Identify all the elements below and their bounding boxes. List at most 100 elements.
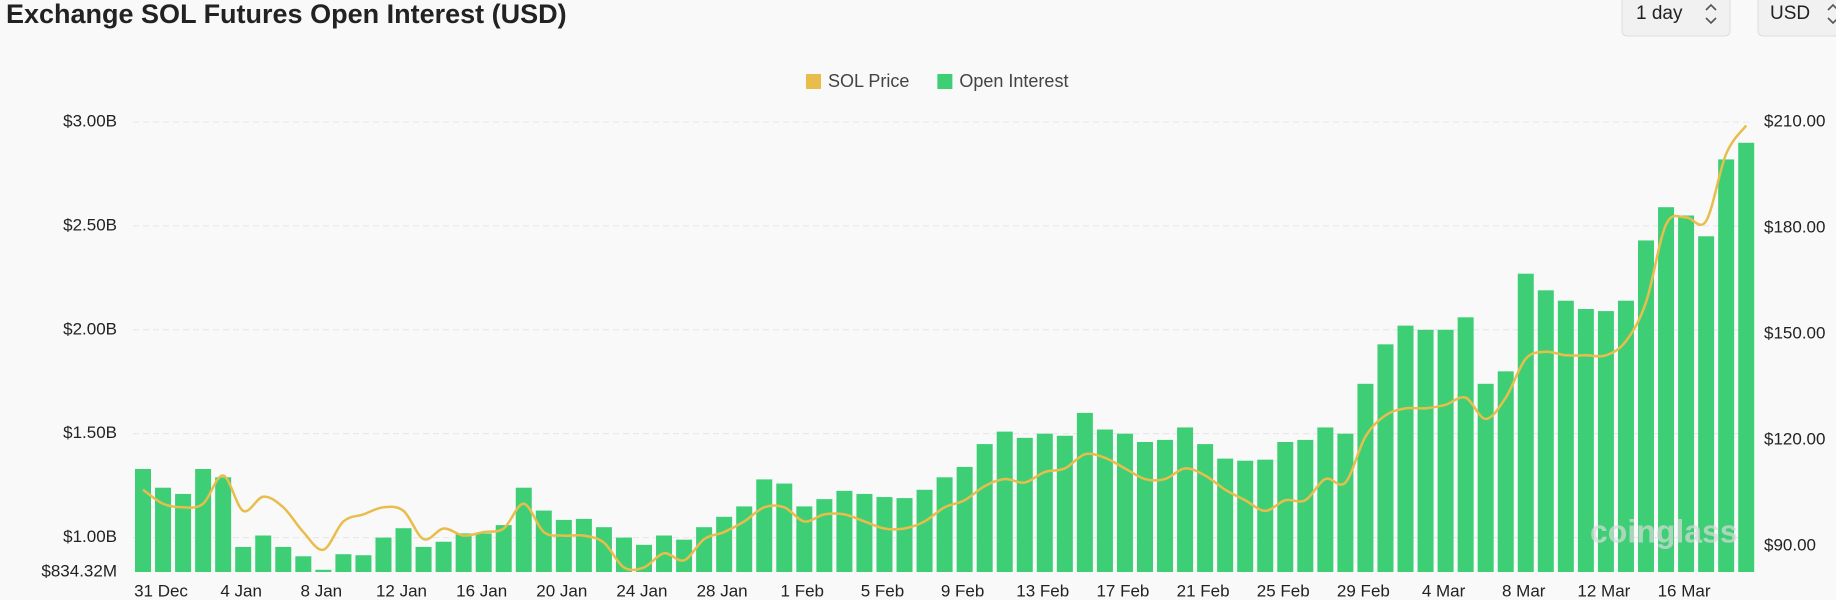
currency-label[interactable]: USD [1770,3,1810,24]
bar [1678,215,1695,572]
x-tick-label: 20 Jan [536,581,587,600]
bar [1537,290,1554,572]
bar [1217,458,1234,572]
x-tick-label: 12 Jan [376,581,427,600]
bar [796,506,813,572]
y-tick-label: $1.50B [63,423,117,442]
bar [1557,300,1574,572]
bar [1658,207,1675,573]
bar [235,546,252,572]
bar [1597,311,1614,572]
x-tick-label: 9 Feb [941,581,984,600]
bar [1157,439,1174,572]
bar [135,469,151,572]
bar [195,469,212,572]
bar [1638,240,1654,573]
bar [1056,435,1073,572]
bar [876,497,893,572]
bar [1577,309,1594,572]
bar [275,546,292,572]
chart-title: Exchange SOL Futures Open Interest (USD) [6,0,567,29]
bar [1116,433,1133,572]
x-tick-label: 21 Feb [1177,581,1230,600]
bar [1096,429,1113,572]
y-tick-label: $3.00B [63,111,117,130]
bar [1197,444,1214,572]
bar [956,466,973,572]
x-tick-label: 25 Feb [1257,581,1310,600]
y2-tick-label: $120.00 [1764,430,1825,449]
select-arrows [1705,3,1717,25]
interval-label[interactable]: 1 day [1636,3,1683,24]
bar [676,539,693,572]
y2-tick-label: $180.00 [1764,218,1825,237]
bar [1237,460,1254,572]
bar [175,493,192,572]
y2-tick-label: $150.00 [1764,324,1825,343]
bar [1337,433,1354,572]
x-tick-label: 4 Mar [1422,581,1466,600]
interval-select[interactable]: 1 day [1621,0,1731,37]
x-tick-label: 1 Feb [781,581,824,600]
x-tick-label: 13 Feb [1016,581,1069,600]
watermark: coinglass [1590,513,1738,549]
y-tick-label: $834.32M [41,561,117,580]
bar [555,519,572,572]
y2-tick-label: $210.00 [1764,111,1825,130]
bar [395,528,412,572]
y2-tick-label: $90.00 [1764,536,1816,555]
currency-button[interactable] [1757,0,1836,37]
bar [1397,325,1414,572]
bar [1617,300,1634,572]
x-tick-label: 28 Jan [697,581,748,600]
currency-select[interactable]: USD [1757,0,1836,37]
bar [375,537,392,572]
bar [215,477,232,572]
bar [1377,344,1394,572]
y-tick-label: $2.00B [63,319,117,338]
interval-button[interactable] [1621,0,1731,37]
x-tick-label: 17 Feb [1096,581,1149,600]
bar [315,569,332,572]
bar [515,487,532,572]
bar [1297,439,1314,572]
bar [1076,412,1093,572]
bar [896,498,913,572]
bar [776,483,793,572]
bar [335,554,352,572]
bar [535,510,552,572]
bar [816,499,833,572]
legend-swatch [937,74,953,89]
bar [696,527,713,572]
x-tick-label: 24 Jan [616,581,667,600]
bar [1437,329,1454,572]
bar [1317,427,1334,572]
bar [495,525,512,572]
bar [856,493,873,572]
x-tick-label: 16 Mar [1658,581,1711,600]
bar [455,533,472,572]
x-tick-label: 16 Jan [456,581,507,600]
bar [1257,459,1274,572]
bar [1417,329,1434,572]
bar [1457,317,1474,572]
bar [1277,441,1294,572]
y-tick-label: $1.00B [63,527,117,546]
bar [475,533,492,572]
bar [415,546,432,572]
bar [936,477,953,572]
bar [355,555,372,572]
bar [1016,437,1033,572]
bar [575,518,592,572]
x-tick-label: 8 Jan [301,581,343,600]
y-tick-label: $2.50B [63,215,117,234]
bar [435,541,452,572]
bar [295,556,312,572]
bar [916,489,933,572]
bar [255,535,272,572]
bar [1497,371,1514,572]
x-tick-label: 4 Jan [220,581,262,600]
price-line [142,124,1748,572]
bar [1698,236,1715,572]
